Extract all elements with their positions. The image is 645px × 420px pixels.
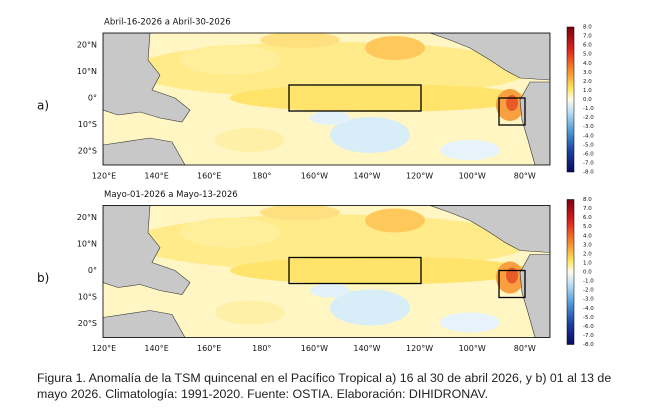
colorbar-label: 4.0	[583, 61, 592, 67]
colorbar-label: 6.0	[583, 43, 592, 49]
lat-label: 20°S	[78, 319, 97, 328]
lon-label: 120°W	[406, 172, 433, 181]
colorbar-label: -2.0	[583, 288, 594, 294]
lon-label: 140°W	[353, 172, 380, 181]
colorbar-label: -5.0	[583, 142, 594, 148]
lon-label: 140°E	[144, 344, 168, 353]
lon-label: 120°E	[92, 344, 116, 353]
colorbar-label: 3.0	[583, 70, 592, 76]
lon-label: 180°	[252, 344, 271, 353]
sst-map	[103, 205, 550, 338]
colorbar-label: -8.0	[583, 342, 594, 348]
lat-label: 10°N	[77, 240, 97, 249]
colorbar-label: -4.0	[583, 133, 594, 139]
colorbar-label: 5.0	[583, 52, 592, 58]
lon-label: 160°E	[197, 344, 221, 353]
colorbar-label: -4.0	[583, 306, 594, 312]
colorbar-label: -2.0	[583, 115, 594, 121]
colorbar-label: -7.0	[583, 333, 594, 339]
panel-label: b)	[37, 271, 49, 285]
lon-label: 160°W	[301, 172, 328, 181]
colorbar-label: 6.0	[583, 215, 592, 221]
colorbar-label: -6.0	[583, 151, 594, 157]
lon-label: 80°W	[514, 344, 536, 353]
lat-label: 10°S	[78, 293, 97, 302]
lon-label: 120°W	[406, 344, 433, 353]
lat-label: 20°N	[77, 41, 97, 50]
colorbar-label: 8.0	[583, 25, 592, 31]
lon-label: 160°E	[197, 172, 221, 181]
colorbar-label: 3.0	[583, 242, 592, 248]
colorbar-label: 1.0	[583, 88, 592, 94]
colorbar-label: 0.0	[583, 97, 592, 103]
colorbar-label: 4.0	[583, 233, 592, 239]
colorbar	[566, 199, 575, 345]
colorbar-label: -5.0	[583, 315, 594, 321]
colorbar	[566, 26, 575, 173]
panel-label: a)	[37, 99, 49, 113]
lat-label: 20°N	[77, 213, 97, 222]
colorbar-label: 0.0	[583, 270, 592, 276]
colorbar-label: -1.0	[583, 106, 594, 112]
colorbar-label: 2.0	[583, 251, 592, 257]
lat-label: 0°	[88, 94, 97, 103]
map-panel: Abril-16-2026 a Abril-30-2026 a) 20°N 10°N 0…	[37, 18, 594, 181]
lon-label: 140°W	[353, 344, 380, 353]
map-panel: Mayo-01-2026 a Mayo-13-2026 b) 20°N 10°N 0° 1…	[37, 190, 594, 353]
colorbar-label: 5.0	[583, 224, 592, 230]
panel-title: Mayo-01-2026 a Mayo-13-2026	[104, 190, 238, 200]
colorbar-label: -3.0	[583, 297, 594, 303]
lat-label: 20°S	[78, 147, 97, 156]
colorbar-label: -7.0	[583, 160, 594, 166]
colorbar-label: 7.0	[583, 206, 592, 212]
lon-label: 160°W	[301, 344, 328, 353]
lat-label: 10°N	[77, 67, 97, 76]
lon-label: 100°W	[459, 344, 486, 353]
colorbar-label: -8.0	[583, 170, 594, 176]
colorbar-label: -3.0	[583, 124, 594, 130]
caption: Figura 1. Anomalía de la TSM quincenal e…	[37, 371, 612, 401]
lon-label: 80°W	[514, 172, 536, 181]
sst-map	[103, 32, 550, 165]
colorbar-label: -1.0	[583, 279, 594, 285]
lon-label: 140°E	[144, 172, 168, 181]
colorbar-label: 7.0	[583, 34, 592, 40]
colorbar-label: 8.0	[583, 197, 592, 203]
panel-title: Abril-16-2026 a Abril-30-2026	[104, 18, 231, 28]
colorbar-label: 2.0	[583, 79, 592, 85]
lon-label: 180°	[252, 172, 271, 181]
lon-label: 100°W	[459, 172, 486, 181]
colorbar-label: -6.0	[583, 324, 594, 330]
colorbar-label: 1.0	[583, 260, 592, 266]
lon-label: 120°E	[92, 172, 116, 181]
lat-label: 0°	[88, 266, 97, 275]
lat-label: 10°S	[78, 120, 97, 129]
figure: Abril-16-2026 a Abril-30-2026 a) 20°N 10°N 0…	[37, 18, 594, 354]
